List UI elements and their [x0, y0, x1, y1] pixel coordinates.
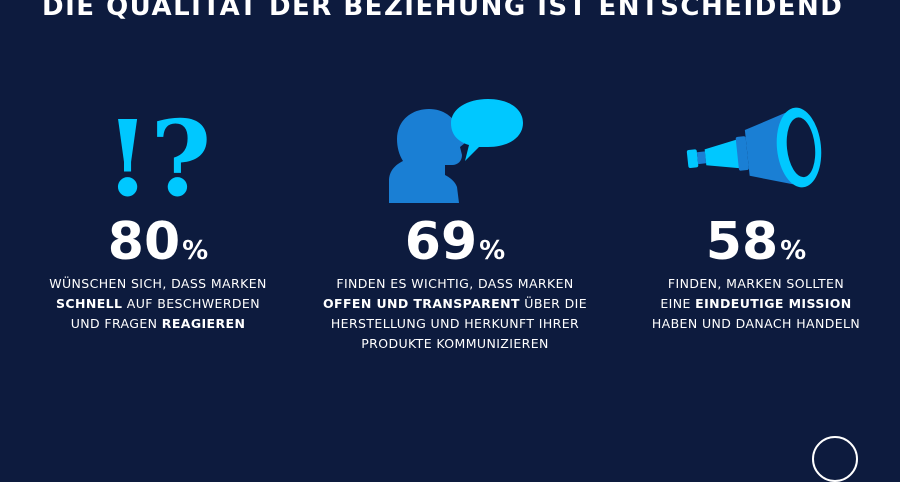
page-title: DIE QUALITÄT DER BEZIEHUNG IST ENTSCHEID… [42, 0, 844, 22]
stat-description-line: SCHNELL AUF BESCHWERDEN [56, 296, 260, 311]
stat-value: 69 [404, 212, 478, 272]
stat-description: FINDEN ES WICHTIG, DASS MARKEN OFFEN UND… [315, 274, 595, 354]
brand-logo-icon [812, 436, 858, 482]
percent-sign: % [780, 236, 807, 266]
stat-card-2: 69% FINDEN ES WICHTIG, DASS MARKEN OFFEN… [305, 0, 605, 450]
stat-description-line: UND FRAGEN REAGIEREN [70, 316, 246, 331]
stat-percentage: 58% [606, 212, 900, 272]
stat-description-line: PRODUKTE KOMMUNIZIEREN [361, 336, 549, 351]
stat-description-line: EINE EINDEUTIGE MISSION [660, 296, 852, 311]
stat-percentage: 80% [8, 212, 308, 272]
svg-text:!?: !? [105, 97, 212, 205]
stat-description-line: FINDEN, MARKEN SOLLTEN [667, 276, 845, 291]
stat-percentage: 69% [305, 212, 605, 272]
speech-bubble-shape [451, 99, 523, 161]
stat-card-3: 58% FINDEN, MARKEN SOLLTEN EINE EINDEUTI… [606, 0, 900, 450]
stat-card-1: !? 80% WÜNSCHEN SICH, DASS MARKEN SCHNEL… [8, 0, 308, 450]
stat-description: WÜNSCHEN SICH, DASS MARKEN SCHNELL AUF B… [18, 274, 298, 334]
stat-description-line: HABEN UND DANACH HANDELN [651, 316, 861, 331]
stat-value: 58 [705, 212, 779, 272]
speaking-head-icon [305, 95, 605, 205]
percent-sign: % [479, 236, 506, 266]
stat-description-line: FINDEN ES WICHTIG, DASS MARKEN [336, 276, 574, 291]
percent-sign: % [182, 236, 209, 266]
stat-description-line: OFFEN UND TRANSPARENT ÜBER DIE [322, 296, 587, 311]
stat-value: 80 [107, 212, 181, 272]
stat-description-line: WÜNSCHEN SICH, DASS MARKEN [49, 276, 267, 291]
stat-description-line: HERSTELLUNG UND HERKUNFT IHRER [330, 316, 580, 331]
stat-description: FINDEN, MARKEN SOLLTEN EINE EINDEUTIGE M… [616, 274, 896, 334]
exclamation-question-icon: !? [8, 95, 308, 205]
head-profile-shape [389, 109, 465, 203]
telescope-icon [606, 95, 900, 205]
